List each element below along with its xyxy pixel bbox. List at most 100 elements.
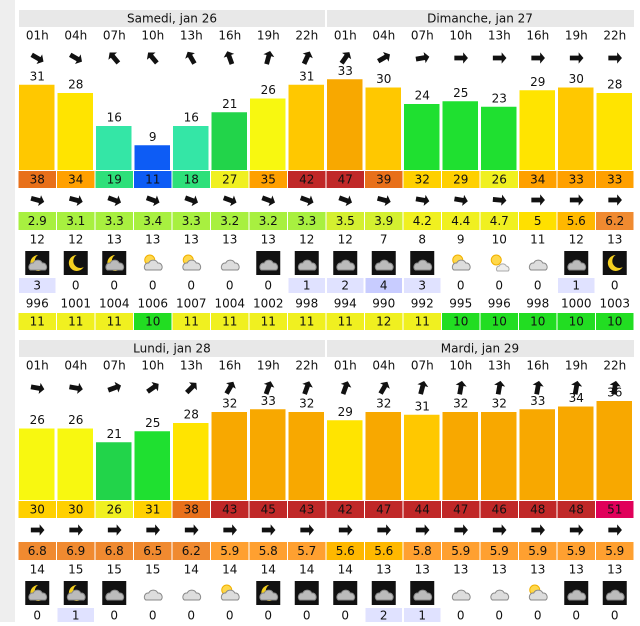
- wave-value: 4.2: [413, 214, 432, 228]
- cloud: [143, 259, 163, 271]
- cloud: [336, 589, 356, 601]
- precip-cell: [365, 608, 402, 623]
- wave-cell: [211, 212, 249, 230]
- gust-value: 30: [68, 503, 83, 517]
- gust-cell: [249, 171, 287, 188]
- wave-arrow: [608, 194, 622, 206]
- precip-value: 0: [110, 609, 118, 623]
- precip-value: 0: [226, 279, 234, 293]
- wave-cell: [442, 542, 480, 560]
- weather-icon: [63, 251, 88, 275]
- wave-value: 5.8: [259, 544, 278, 558]
- period-value: 8: [418, 233, 426, 247]
- wave-value: 3.3: [182, 214, 201, 228]
- wind-arrow: [417, 381, 429, 395]
- temp-value: 10: [453, 315, 468, 329]
- period-value: 14: [222, 563, 237, 577]
- weather-icon: [448, 251, 473, 275]
- hour-label: 22h: [295, 29, 318, 43]
- wind-value: 9: [149, 130, 157, 144]
- pressure-value: 1004: [214, 297, 245, 311]
- weather-icon: [525, 251, 550, 275]
- period-value: 12: [30, 233, 45, 247]
- wave-arrow: [338, 195, 353, 207]
- gust-value: 19: [107, 173, 122, 187]
- cloud: [259, 589, 279, 601]
- weather-icon: [179, 581, 204, 605]
- wind-arrow: [185, 382, 197, 395]
- hour-label: 07h: [411, 29, 434, 43]
- wind-value: 29: [338, 405, 353, 419]
- wind-bar: [519, 90, 555, 170]
- wave-value: 4.7: [490, 214, 509, 228]
- period-value: 14: [299, 563, 314, 577]
- period-value: 12: [299, 233, 314, 247]
- period-value: 13: [453, 563, 468, 577]
- precip-value: 0: [149, 609, 157, 623]
- wave-arrow: [30, 524, 45, 536]
- wave-cell: [249, 542, 287, 560]
- wave-cell: [134, 542, 172, 560]
- wave-value: 3.4: [143, 214, 162, 228]
- weather-icon: [448, 581, 473, 605]
- temp-value: 11: [30, 315, 45, 329]
- precip-cell: [404, 278, 441, 293]
- wind-bar: [288, 84, 324, 170]
- wind-bar: [481, 412, 517, 500]
- wave-arrow: [415, 524, 430, 536]
- temp-cell: [557, 313, 595, 330]
- period-value: 13: [376, 563, 391, 577]
- wave-arrow: [222, 195, 237, 207]
- wind-value: 28: [68, 78, 83, 92]
- wave-value: 3.2: [259, 214, 278, 228]
- pressure-value: 995: [449, 297, 472, 311]
- wave-cell: [365, 542, 403, 560]
- precip-cell: [327, 278, 364, 293]
- wind-bar: [596, 401, 632, 500]
- precip-value: 0: [495, 609, 503, 623]
- weather-icon: [102, 251, 127, 275]
- cloud: [528, 259, 548, 271]
- wave-cell: [557, 542, 595, 560]
- wind-bar: [558, 87, 594, 170]
- precip-value: 0: [149, 279, 157, 293]
- cloud: [182, 589, 202, 601]
- gust-cell: [211, 171, 249, 188]
- cloud: [105, 259, 125, 271]
- wind-bar: [404, 104, 440, 170]
- gust-value: 48: [530, 503, 545, 517]
- weather-icon: [487, 581, 512, 605]
- wind-arrow: [69, 382, 83, 394]
- gust-cell: [288, 501, 326, 518]
- wave-arrow: [454, 194, 468, 206]
- wind-value: 30: [569, 72, 584, 86]
- wave-arrow: [145, 195, 160, 207]
- wind-value: 25: [145, 416, 160, 430]
- weather-icon: [410, 581, 435, 605]
- wave-cell: [442, 212, 480, 230]
- wind-arrow: [69, 52, 82, 65]
- wind-value: 16: [184, 111, 199, 125]
- gust-value: 11: [145, 173, 160, 187]
- wave-value: 5: [534, 214, 542, 228]
- precip-value: 0: [187, 279, 195, 293]
- temp-value: 11: [222, 315, 237, 329]
- hour-label: 22h: [603, 359, 626, 373]
- day-label: Dimanche, jan 27: [427, 12, 533, 26]
- wave-value: 5.7: [297, 544, 316, 558]
- hour-label: 10h: [449, 29, 472, 43]
- wave-arrow: [261, 524, 276, 536]
- gust-cell: [596, 501, 634, 518]
- weather-icon: [179, 251, 204, 275]
- temp-value: 10: [569, 315, 584, 329]
- gust-value: 26: [492, 173, 507, 187]
- period-value: 13: [415, 563, 430, 577]
- hour-label: 13h: [180, 359, 203, 373]
- precip-value: 0: [572, 609, 580, 623]
- cloud: [451, 589, 471, 601]
- period-value: 15: [145, 563, 160, 577]
- period-value: 13: [184, 233, 199, 247]
- wind-bar: [404, 414, 440, 500]
- precip-value: 0: [495, 279, 503, 293]
- wave-value: 3.9: [374, 214, 393, 228]
